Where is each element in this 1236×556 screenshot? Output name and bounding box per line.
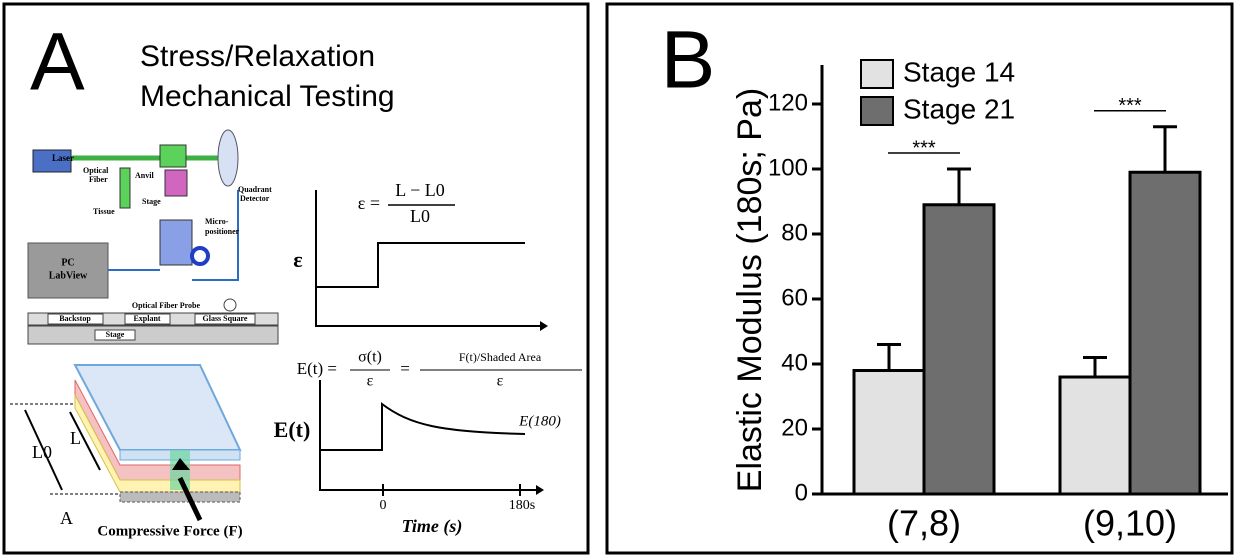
device-label: Detector — [240, 194, 270, 203]
strain-plot: ε = L − L0 L0 ε — [293, 180, 548, 331]
device-label: Micro- — [205, 217, 229, 226]
tick-label: 0 — [380, 498, 387, 513]
quadrant-detector — [217, 129, 239, 187]
formula: ε — [497, 373, 504, 390]
legend-swatch — [860, 59, 894, 89]
y-tick-label: 0 — [795, 479, 808, 506]
significance-label: *** — [1118, 95, 1142, 117]
y-tick-label: 80 — [781, 219, 808, 246]
stage-label: Explant — [133, 314, 160, 323]
formula: L − L0 — [395, 180, 444, 200]
device-label: positioner — [205, 227, 240, 236]
bar — [1128, 170, 1202, 496]
formula: L0 — [410, 206, 430, 226]
formula: F(t)/Shaded Area — [459, 350, 542, 364]
y-tick-label: 20 — [781, 414, 808, 441]
laser-box — [32, 149, 72, 173]
x-tick-label: (9,10) — [1083, 503, 1177, 544]
device-label: Stage — [142, 197, 161, 206]
positioner — [159, 219, 193, 266]
y-tick-label: 60 — [781, 284, 808, 311]
y-tick-label: 120 — [768, 89, 808, 116]
sample-label: Compressive Force (F) — [97, 523, 242, 539]
y-tick-label: 40 — [781, 349, 808, 376]
tick-label: 180s — [509, 498, 535, 513]
device-label: LabView — [49, 270, 88, 281]
axis-label: ε — [293, 247, 302, 272]
title-line: Stress/Relaxation — [140, 40, 375, 73]
device-label: Laser — [52, 153, 74, 163]
sample-diagram: L0 L A Compressive Force (F) — [10, 364, 243, 539]
formula: E(t) = — [297, 359, 337, 378]
sample-label: L0 — [32, 442, 52, 462]
panel-letter: B — [661, 15, 716, 106]
device-label: Anvil — [135, 171, 154, 180]
device-label: Quadrant — [238, 185, 272, 194]
panel-a-frame — [2, 2, 590, 555]
device-schematic: Laser Optical Fiber Anvil Stage Tissue Q… — [27, 129, 272, 299]
legend-label: Stage 14 — [903, 56, 1015, 87]
formula: = — [400, 359, 410, 378]
sample-label: L — [70, 428, 81, 448]
modulus-plot: E(t) = σ(t) ε = F(t)/Shaded Area ε E(t) … — [274, 349, 582, 537]
device-label: Optical — [83, 166, 109, 175]
stage-label: Backstop — [59, 314, 91, 323]
panel-b-frame — [605, 2, 1234, 555]
stage-block — [164, 169, 188, 197]
y-axis-label: Elastic Modulus (180s; Pa) — [731, 88, 769, 492]
bar — [922, 203, 996, 496]
bar — [852, 369, 926, 496]
axis-label: E(t) — [274, 417, 311, 442]
panel-letter: A — [30, 17, 85, 108]
bar — [1058, 375, 1132, 496]
stage-label: Glass Square — [203, 314, 248, 323]
significance-label: *** — [912, 137, 936, 159]
curve-label: E(180) — [518, 413, 561, 429]
device-label: Tissue — [93, 207, 115, 216]
device-label: Fiber — [89, 175, 108, 184]
y-tick-label: 100 — [768, 154, 808, 181]
formula: ε — [367, 373, 374, 390]
x-tick-label: (7,8) — [887, 503, 961, 544]
device-label: PC — [61, 257, 74, 268]
axis-label: Time (s) — [402, 516, 463, 537]
formula: σ(t) — [358, 349, 382, 366]
title-line: Mechanical Testing — [140, 80, 395, 113]
stage-label: Optical Fiber Probe — [132, 301, 201, 310]
legend-swatch — [860, 96, 894, 126]
stage-label: Stage — [106, 330, 125, 339]
anvil-block — [159, 144, 187, 168]
formula: ε = — [358, 193, 380, 213]
legend-label: Stage 21 — [903, 93, 1015, 124]
stage-diagram: Optical Fiber Probe Backstop Explant Gla… — [27, 298, 279, 345]
sample-label: A — [60, 508, 73, 528]
